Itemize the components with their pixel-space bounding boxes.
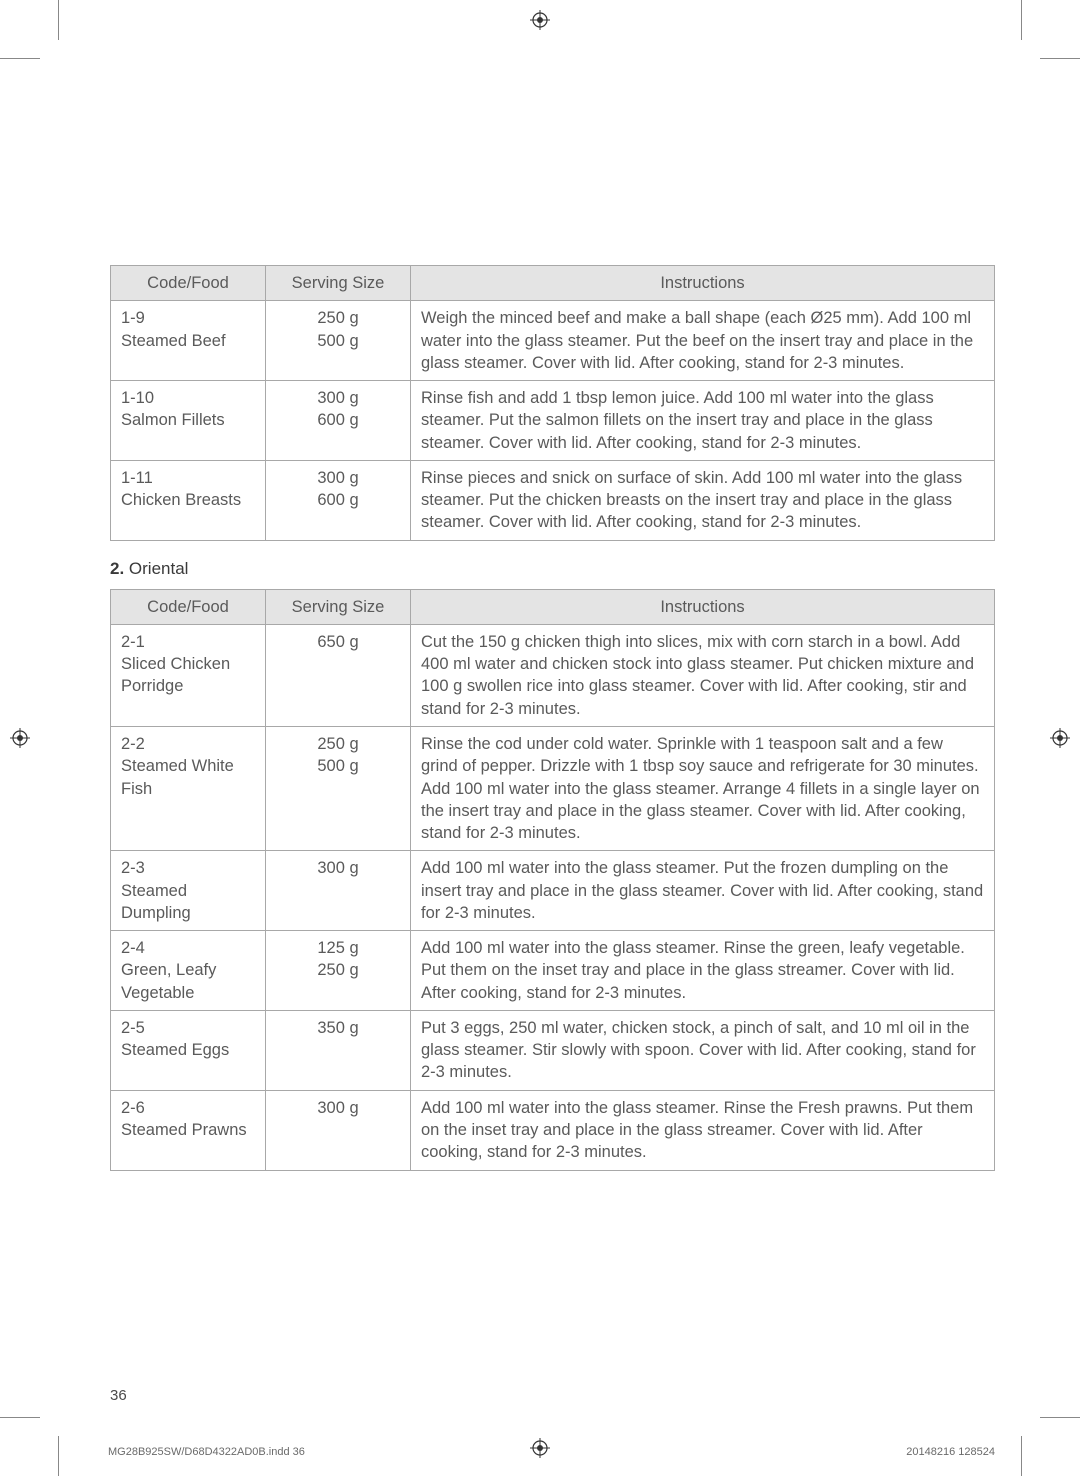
table-2: Code/Food Serving Size Instructions 2-1S… bbox=[110, 589, 995, 1171]
table-row: 2-3Steamed Dumpling 300 g Add 100 ml wat… bbox=[111, 851, 995, 931]
cell-code: 2-2Steamed White Fish bbox=[111, 726, 266, 850]
reg-mark-right bbox=[1050, 728, 1070, 748]
th-instructions: Instructions bbox=[411, 589, 995, 624]
cell-code: 2-5Steamed Eggs bbox=[111, 1010, 266, 1090]
table-1: Code/Food Serving Size Instructions 1-9S… bbox=[110, 265, 995, 541]
cell-code: 1-10Salmon Fillets bbox=[111, 381, 266, 461]
cell-code: 1-9Steamed Beef bbox=[111, 301, 266, 381]
crop-mark bbox=[58, 1436, 59, 1476]
table-row: 1-10Salmon Fillets 300 g600 g Rinse fish… bbox=[111, 381, 995, 461]
cell-instructions: Add 100 ml water into the glass steamer.… bbox=[411, 931, 995, 1011]
cell-instructions: Rinse the cod under cold water. Sprinkle… bbox=[411, 726, 995, 850]
cell-serving: 300 g bbox=[266, 1090, 411, 1170]
table-1-body: 1-9Steamed Beef 250 g500 g Weigh the min… bbox=[111, 301, 995, 540]
table-row: 2-4Green, Leafy Vegetable 125 g250 g Add… bbox=[111, 931, 995, 1011]
cell-code: 2-3Steamed Dumpling bbox=[111, 851, 266, 931]
table-row: 1-9Steamed Beef 250 g500 g Weigh the min… bbox=[111, 301, 995, 381]
th-code: Code/Food bbox=[111, 266, 266, 301]
crop-mark bbox=[0, 58, 40, 59]
page-content: Code/Food Serving Size Instructions 1-9S… bbox=[0, 0, 1080, 1171]
cell-instructions: Add 100 ml water into the glass steamer.… bbox=[411, 1090, 995, 1170]
cell-code: 2-1Sliced Chicken Porridge bbox=[111, 624, 266, 726]
table-row: 2-1Sliced Chicken Porridge 650 g Cut the… bbox=[111, 624, 995, 726]
th-serving: Serving Size bbox=[266, 589, 411, 624]
cell-serving: 350 g bbox=[266, 1010, 411, 1090]
cell-serving: 250 g500 g bbox=[266, 301, 411, 381]
crop-mark bbox=[1021, 0, 1022, 40]
footer-timestamp: 20148216 128524 bbox=[906, 1446, 995, 1458]
cell-serving: 650 g bbox=[266, 624, 411, 726]
cell-serving: 300 g600 g bbox=[266, 381, 411, 461]
crop-mark bbox=[0, 1417, 40, 1418]
table-header-row: Code/Food Serving Size Instructions bbox=[111, 266, 995, 301]
page-number: 36 bbox=[110, 1387, 127, 1404]
cell-serving: 125 g250 g bbox=[266, 931, 411, 1011]
crop-mark bbox=[1040, 1417, 1080, 1418]
table-2-body: 2-1Sliced Chicken Porridge 650 g Cut the… bbox=[111, 624, 995, 1170]
cell-serving: 250 g500 g bbox=[266, 726, 411, 850]
cell-code: 2-4Green, Leafy Vegetable bbox=[111, 931, 266, 1011]
section-heading-oriental: 2. Oriental bbox=[110, 559, 995, 579]
crop-mark bbox=[1021, 1436, 1022, 1476]
table-header-row: Code/Food Serving Size Instructions bbox=[111, 589, 995, 624]
cell-instructions: Weigh the minced beef and make a ball sh… bbox=[411, 301, 995, 381]
footer-filename: MG28B925SW/D68D4322AD0B.indd 36 bbox=[108, 1446, 305, 1458]
cell-instructions: Add 100 ml water into the glass steamer.… bbox=[411, 851, 995, 931]
table-row: 1-11Chicken Breasts 300 g600 g Rinse pie… bbox=[111, 460, 995, 540]
crop-mark bbox=[1040, 58, 1080, 59]
table-row: 2-5Steamed Eggs 350 g Put 3 eggs, 250 ml… bbox=[111, 1010, 995, 1090]
section-label: Oriental bbox=[129, 559, 189, 578]
cell-serving: 300 g bbox=[266, 851, 411, 931]
cell-instructions: Rinse fish and add 1 tbsp lemon juice. A… bbox=[411, 381, 995, 461]
th-code: Code/Food bbox=[111, 589, 266, 624]
cell-serving: 300 g600 g bbox=[266, 460, 411, 540]
cell-instructions: Rinse pieces and snick on surface of ski… bbox=[411, 460, 995, 540]
cell-instructions: Put 3 eggs, 250 ml water, chicken stock,… bbox=[411, 1010, 995, 1090]
th-serving: Serving Size bbox=[266, 266, 411, 301]
reg-mark-left bbox=[10, 728, 30, 748]
cell-code: 2-6Steamed Prawns bbox=[111, 1090, 266, 1170]
reg-mark-top bbox=[530, 10, 550, 30]
reg-mark-bottom bbox=[530, 1438, 550, 1458]
th-instructions: Instructions bbox=[411, 266, 995, 301]
section-number: 2. bbox=[110, 559, 124, 578]
crop-mark bbox=[58, 0, 59, 40]
cell-code: 1-11Chicken Breasts bbox=[111, 460, 266, 540]
table-row: 2-2Steamed White Fish 250 g500 g Rinse t… bbox=[111, 726, 995, 850]
cell-instructions: Cut the 150 g chicken thigh into slices,… bbox=[411, 624, 995, 726]
table-row: 2-6Steamed Prawns 300 g Add 100 ml water… bbox=[111, 1090, 995, 1170]
